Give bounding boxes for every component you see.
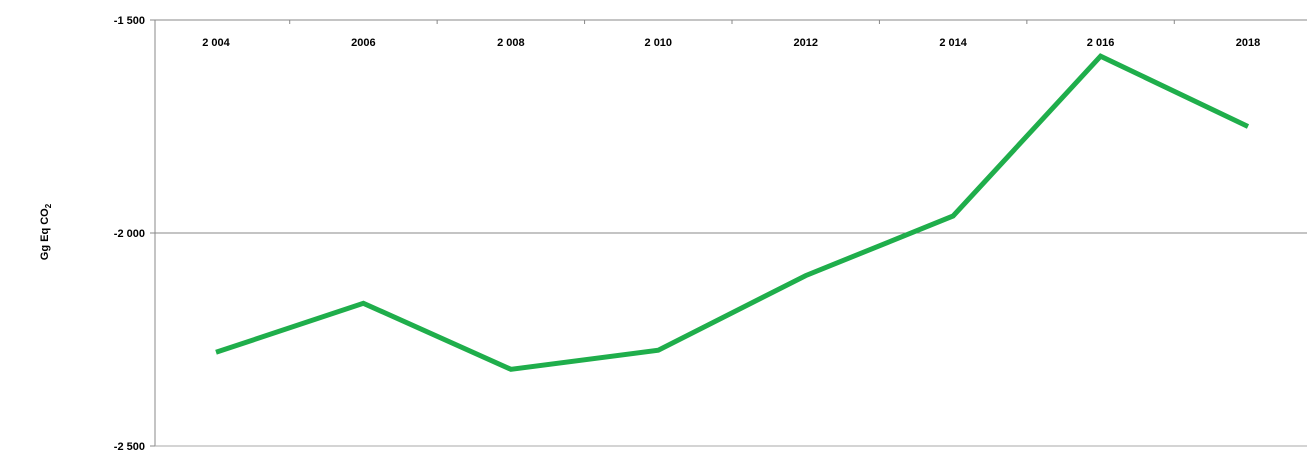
x-tick-label: 2012 bbox=[793, 37, 817, 49]
x-tick-label: 2006 bbox=[351, 37, 375, 49]
x-tick-label: 2 004 bbox=[202, 37, 230, 49]
x-tick-label: 2 014 bbox=[939, 37, 967, 49]
y-tick-label: -2 500 bbox=[114, 441, 145, 453]
y-tick-label: -1 500 bbox=[114, 15, 145, 27]
x-tick-label: 2 008 bbox=[497, 37, 525, 49]
y-axis-title-group: Gg Eq CO2 bbox=[39, 203, 53, 260]
series-line bbox=[215, 53, 1250, 372]
plot-area: -1 500 -2 000 -2 500 2 004 2006 2 008 2 010 201… bbox=[114, 15, 1307, 453]
y-axis-title-subscript: 2 bbox=[44, 203, 53, 208]
y-axis-title-main: Gg Eq CO bbox=[39, 208, 51, 260]
y-axis-title: Gg Eq CO2 bbox=[39, 203, 53, 260]
x-tick-label: 2018 bbox=[1236, 37, 1260, 49]
x-tick-label: 2 010 bbox=[645, 37, 673, 49]
x-tick-label: 2 016 bbox=[1087, 37, 1115, 49]
y-tick-label: -2 000 bbox=[114, 228, 145, 240]
